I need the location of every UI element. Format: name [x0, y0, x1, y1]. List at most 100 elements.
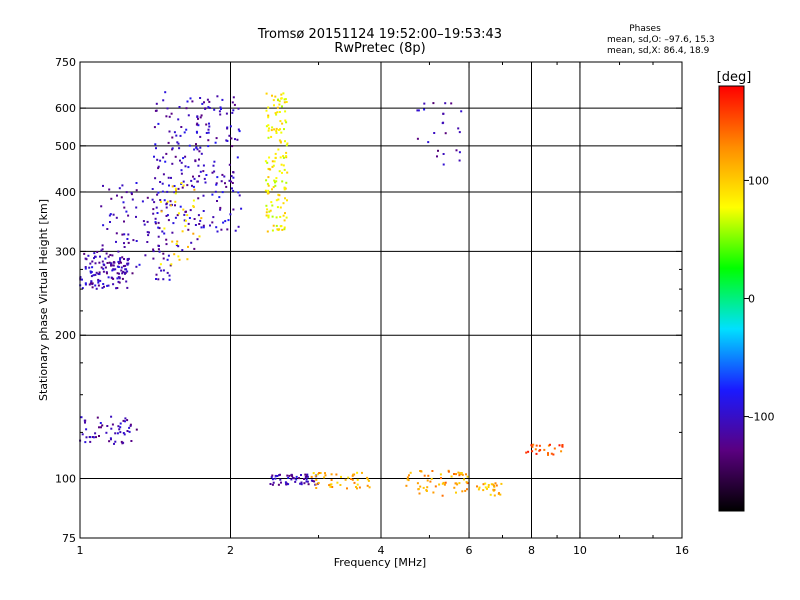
data-point	[291, 475, 294, 478]
data-point	[464, 489, 467, 492]
data-point	[169, 264, 172, 267]
data-point	[282, 214, 285, 217]
data-point	[442, 163, 445, 166]
data-point	[127, 241, 130, 244]
data-point	[211, 193, 214, 196]
data-point	[109, 221, 111, 223]
data-point	[432, 491, 435, 494]
data-point	[215, 182, 218, 185]
data-point	[270, 135, 273, 138]
data-point	[442, 481, 445, 484]
data-point	[282, 155, 285, 158]
data-point	[450, 475, 453, 478]
data-point	[80, 416, 83, 419]
data-point	[274, 95, 277, 98]
data-point	[278, 100, 281, 103]
data-point	[184, 225, 187, 228]
data-point	[171, 240, 174, 243]
data-point	[189, 97, 192, 100]
data-point	[176, 214, 179, 217]
data-point	[275, 127, 278, 130]
data-point	[267, 184, 270, 187]
data-point	[121, 233, 124, 236]
data-point	[300, 483, 303, 486]
data-point	[230, 175, 233, 178]
data-point	[455, 473, 457, 476]
data-point	[225, 139, 228, 142]
data-point	[305, 475, 308, 478]
data-point	[494, 482, 497, 485]
data-point	[122, 265, 125, 268]
data-point	[171, 162, 174, 165]
data-point	[99, 255, 101, 258]
data-point	[182, 180, 185, 183]
data-point	[267, 116, 270, 119]
data-point	[500, 482, 503, 485]
data-point	[279, 478, 282, 481]
data-point	[353, 481, 356, 484]
data-point	[208, 122, 210, 125]
data-point	[539, 449, 542, 451]
data-point	[156, 212, 159, 214]
data-point	[187, 245, 189, 248]
data-point	[161, 230, 164, 233]
data-point	[230, 180, 233, 183]
data-point	[433, 132, 436, 134]
data-point	[116, 277, 119, 280]
data-point	[220, 180, 223, 183]
data-point	[538, 444, 541, 447]
data-point	[129, 424, 132, 427]
data-point	[107, 255, 110, 258]
data-point	[193, 247, 196, 250]
data-point	[123, 220, 125, 223]
data-point	[155, 206, 158, 209]
data-point	[182, 157, 185, 160]
x-tick-label: 16	[675, 544, 689, 557]
data-point	[122, 270, 125, 273]
colorbar-label: [deg]	[717, 70, 752, 85]
data-point	[116, 272, 119, 275]
data-point	[202, 170, 205, 173]
data-point	[124, 272, 126, 275]
data-point	[106, 272, 108, 275]
data-point	[324, 474, 327, 477]
data-point	[104, 257, 107, 260]
data-point	[477, 488, 480, 491]
data-point	[98, 271, 101, 274]
data-point	[199, 116, 202, 119]
data-point	[282, 202, 285, 205]
data-point	[119, 260, 122, 263]
data-point	[366, 478, 369, 481]
data-point	[84, 421, 86, 424]
data-point	[165, 206, 168, 209]
data-point	[91, 282, 94, 285]
data-point	[98, 261, 101, 264]
data-point	[155, 278, 157, 280]
data-point	[168, 278, 171, 281]
data-point	[88, 283, 91, 286]
data-point	[195, 130, 198, 133]
data-point	[157, 248, 160, 251]
data-point	[283, 168, 286, 171]
data-point	[267, 129, 270, 132]
data-point	[286, 171, 289, 174]
data-point	[157, 167, 160, 170]
data-point	[184, 165, 187, 168]
data-point	[356, 483, 359, 486]
data-point	[157, 191, 160, 194]
data-point	[238, 194, 241, 197]
data-point	[283, 188, 286, 191]
data-point	[166, 258, 169, 261]
data-point	[292, 476, 294, 479]
x-tick-label: 2	[227, 544, 234, 557]
data-point	[118, 187, 121, 190]
data-point	[276, 106, 279, 109]
data-point	[280, 163, 283, 166]
data-point	[100, 249, 103, 252]
data-point	[94, 262, 97, 265]
data-point	[173, 185, 176, 187]
data-point	[90, 280, 93, 283]
data-point	[227, 219, 230, 222]
data-point	[283, 186, 286, 189]
data-point	[346, 487, 348, 490]
